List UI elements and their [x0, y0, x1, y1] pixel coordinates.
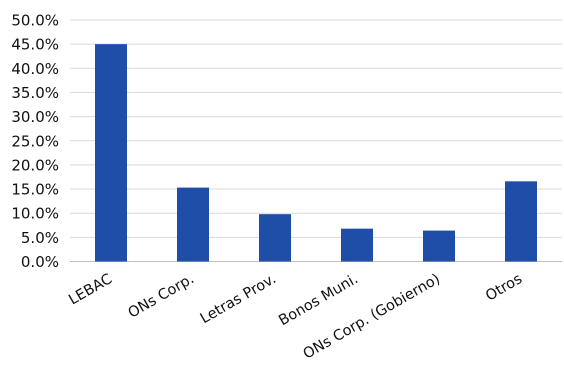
bar	[341, 228, 373, 262]
y-tick-label: 50.0%	[11, 12, 59, 30]
y-tick-label: 45.0%	[11, 36, 59, 54]
x-category-label: Otros	[483, 271, 525, 304]
y-tick-label: 15.0%	[11, 181, 59, 199]
x-category-label: Letras Prov.	[198, 271, 279, 327]
y-tick-label: 30.0%	[11, 108, 59, 126]
y-tick-label: 35.0%	[11, 84, 59, 102]
gridlines	[70, 19, 562, 262]
y-tick-label: 25.0%	[11, 132, 59, 150]
bar	[259, 214, 291, 262]
y-tick-label: 10.0%	[11, 205, 59, 223]
bar	[423, 230, 455, 262]
y-axis-tick-labels: 0.0% 5.0% 10.0% 15.0% 20.0% 25.0% 30.0% 35.0% 40…	[11, 12, 59, 272]
y-tick-label: 5.0%	[21, 229, 59, 247]
bars	[95, 44, 537, 262]
y-tick-label: 0.0%	[21, 253, 59, 271]
bar	[95, 44, 127, 262]
y-tick-label: 20.0%	[11, 156, 59, 174]
x-category-label: LEBAC	[66, 271, 115, 308]
x-axis-category-labels: LEBAC ONs Corp. Letras Prov.Bonos Muni.ONs…	[66, 271, 525, 362]
y-tick-label: 40.0%	[11, 60, 59, 78]
bar	[177, 187, 209, 262]
bar	[505, 181, 537, 262]
x-category-label: ONs Corp.	[126, 271, 197, 321]
x-category-label: ONs Corp. (Gobierno)	[301, 271, 443, 362]
